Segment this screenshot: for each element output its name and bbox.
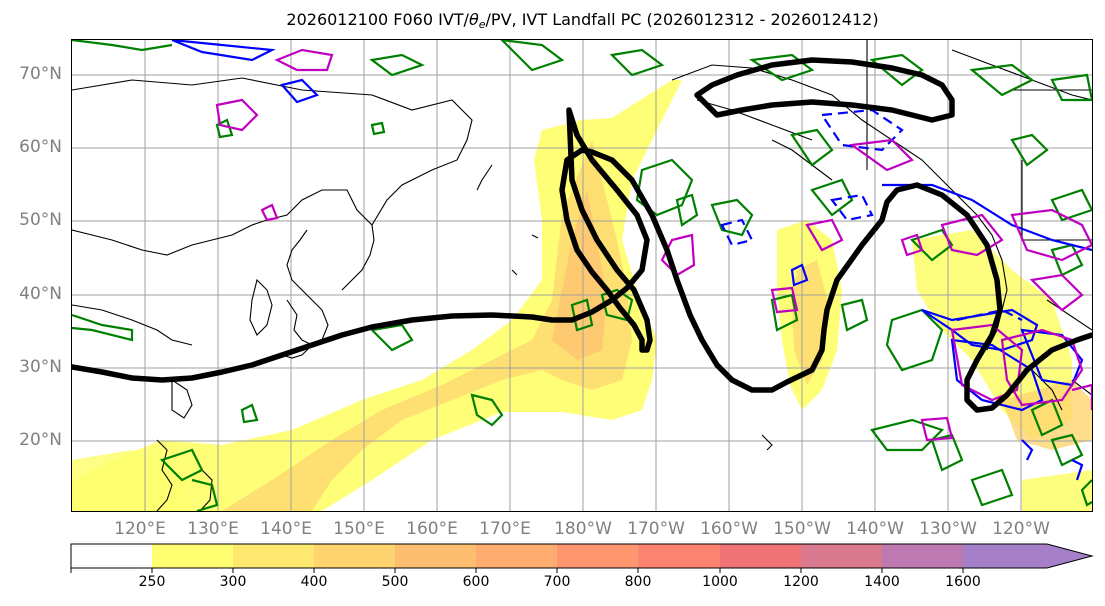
lon-label-170w: 170°W [627,519,685,539]
lon-label-140w: 140°W [846,519,904,539]
colorbar-segment-600 [476,544,557,568]
colorbar-label-800: 800 [624,574,652,590]
colorbar-label-1000: 1000 [702,574,738,590]
colorbar-label-300: 300 [219,574,247,590]
colorbar-segment-1000 [720,544,801,568]
lat-label-70n: 70°N [19,64,62,84]
colorbar-segment-400 [314,544,395,568]
lat-label-60n: 60°N [19,137,62,157]
lon-label-140e: 140°E [260,519,312,539]
magenta-contours [215,48,1092,442]
colorbar-segment-below [71,544,152,568]
colorbar-label-500: 500 [381,574,409,590]
lon-label-160w: 160°W [700,519,758,539]
colorbar-label-1400: 1400 [864,574,900,590]
lon-label-130w: 130°W [919,519,977,539]
colorbar-outline [70,543,1094,569]
ivt-shading [72,80,1092,511]
colorbar-segment-250 [152,544,233,568]
lon-label-170e: 170°E [479,519,531,539]
colorbar-ticks [70,568,964,573]
lon-label-160e: 160°E [406,519,458,539]
colorbar-segment-1600 [963,544,1092,568]
colorbar-segment-500 [395,544,476,568]
colorbar-label-250: 250 [138,574,166,590]
colorbar-segment-300 [233,544,314,568]
map-panel [71,39,1093,512]
blue-contours [171,40,1092,481]
lat-label-50n: 50°N [19,210,62,230]
figure-title: 2026012100 F060 IVT/θe/PV, IVT Landfall … [286,10,879,31]
lon-label-180w: 180°W [554,519,612,539]
colorbar-label-600: 600 [462,574,490,590]
colorbar-label-1200: 1200 [783,574,819,590]
lon-label-120e: 120°E [114,519,166,539]
landfall-pc-contour [72,57,1092,413]
colorbar [70,543,1094,573]
map-canvas [72,40,1092,511]
colorbar-segment-700 [557,544,638,568]
lon-label-120w: 120°W [992,519,1050,539]
lon-label-150e: 150°E [333,519,385,539]
colorbar-label-1600: 1600 [945,574,981,590]
colorbar-label-700: 700 [543,574,571,590]
lon-label-130e: 130°E [187,519,239,539]
lat-label-20n: 20°N [19,430,62,450]
green-contours [72,40,1092,511]
colorbar-label-400: 400 [300,574,328,590]
lon-label-150w: 150°W [773,519,831,539]
colorbar-segment-800 [638,544,720,568]
lat-label-40n: 40°N [19,284,62,304]
colorbar-segment-1200 [801,544,882,568]
colorbar-segment-1400 [882,544,963,568]
lat-label-30n: 30°N [19,357,62,377]
